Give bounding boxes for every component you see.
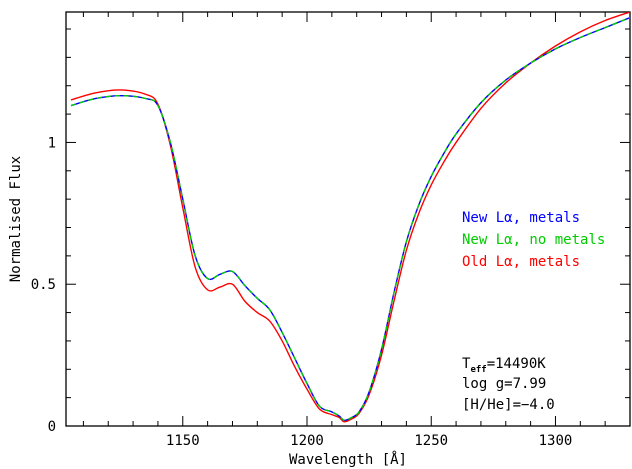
series-line-1 xyxy=(70,17,630,422)
x-tick-label: 1300 xyxy=(539,433,573,449)
y-tick-label: 0 xyxy=(48,419,56,435)
x-tick-label: 1150 xyxy=(166,433,200,449)
teff-annotation: Teff=14490K xyxy=(462,356,546,375)
series-line-2 xyxy=(70,12,630,423)
axis-ticks xyxy=(66,12,631,427)
legend: New Lα, metals New Lα, no metals Old Lα, m… xyxy=(462,210,605,270)
legend-entry-2: Old Lα, metals xyxy=(462,254,580,270)
series-lines xyxy=(70,12,630,423)
abundance-annotation: [H/He]=−4.0 xyxy=(462,397,555,413)
axis-tick-labels: 1150 1200 1250 1300 0 0.5 1 xyxy=(31,135,573,449)
teff-symbol: T xyxy=(462,356,471,372)
stellar-parameters: Teff=14490K log g=7.99 [H/He]=−4.0 xyxy=(462,356,555,413)
teff-value: =14490K xyxy=(487,356,547,372)
legend-entry-0: New Lα, metals xyxy=(462,210,580,226)
x-axis-label: Wavelength [Å] xyxy=(289,451,407,468)
logg-annotation: log g=7.99 xyxy=(462,376,546,392)
y-axis-label: Normalised Flux xyxy=(8,156,24,282)
plot-frame xyxy=(65,11,631,427)
y-tick-label: 0.5 xyxy=(31,277,56,293)
legend-entry-1: New Lα, no metals xyxy=(462,232,605,248)
x-tick-label: 1250 xyxy=(414,433,448,449)
teff-subscript: eff xyxy=(470,365,486,375)
x-tick-label: 1200 xyxy=(290,433,324,449)
y-tick-label: 1 xyxy=(48,135,56,151)
